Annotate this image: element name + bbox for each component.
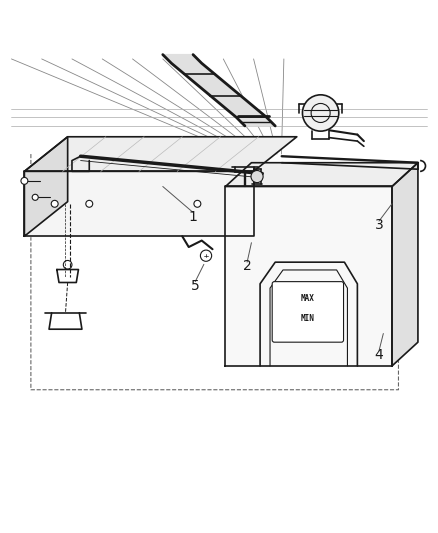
- Circle shape: [201, 250, 212, 261]
- Circle shape: [21, 177, 28, 184]
- Polygon shape: [25, 137, 67, 236]
- Text: 1: 1: [189, 210, 198, 224]
- Circle shape: [251, 171, 263, 183]
- Polygon shape: [226, 187, 392, 366]
- Circle shape: [51, 200, 58, 207]
- Polygon shape: [25, 172, 254, 236]
- Circle shape: [194, 200, 201, 207]
- FancyBboxPatch shape: [272, 281, 343, 342]
- Text: 4: 4: [374, 348, 383, 362]
- Polygon shape: [226, 163, 418, 187]
- Text: 3: 3: [374, 219, 383, 232]
- Polygon shape: [163, 54, 275, 126]
- Polygon shape: [392, 163, 418, 366]
- Text: 2: 2: [243, 260, 251, 273]
- Text: 5: 5: [191, 279, 200, 293]
- Circle shape: [86, 200, 93, 207]
- Text: MIN: MIN: [301, 314, 314, 323]
- Circle shape: [32, 195, 38, 200]
- Polygon shape: [25, 137, 297, 172]
- Text: MAX: MAX: [301, 294, 314, 303]
- Circle shape: [303, 95, 339, 131]
